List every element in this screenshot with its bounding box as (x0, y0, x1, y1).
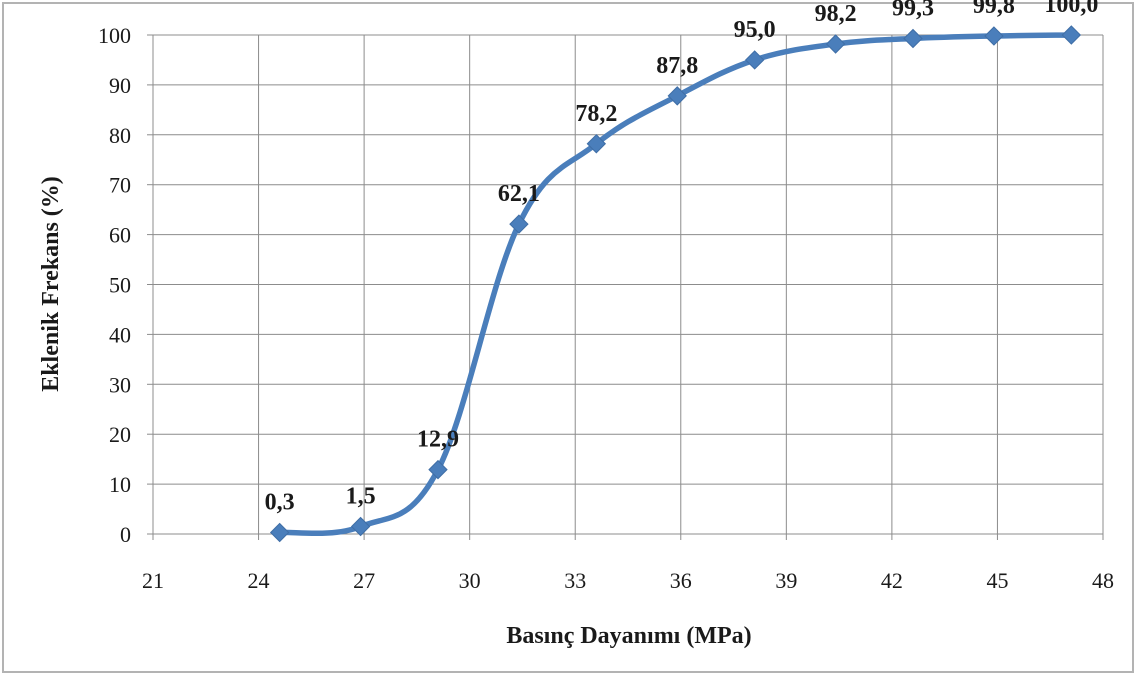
data-label: 78,2 (575, 101, 617, 127)
data-label: 12,9 (417, 427, 459, 453)
data-label: 62,1 (498, 181, 540, 207)
data-label: 100,0 (1044, 0, 1098, 18)
x-tick-label: 21 (142, 568, 164, 593)
x-tick-label: 24 (248, 568, 270, 593)
gridlines (153, 35, 1103, 534)
x-tick-label: 42 (881, 568, 903, 593)
x-tick-labels: 21 24 27 30 33 36 39 42 45 48 (142, 568, 1114, 593)
data-points (271, 26, 1081, 542)
data-point (271, 524, 289, 542)
y-tick-label: 70 (109, 173, 131, 198)
data-label: 1,5 (346, 484, 376, 510)
data-point (352, 518, 370, 536)
y-tick-label: 60 (109, 223, 131, 248)
x-tick-label: 33 (564, 568, 586, 593)
y-tick-labels: 0 10 20 30 40 50 60 70 80 90 100 (98, 23, 131, 547)
axes (147, 35, 1103, 540)
data-label: 98,2 (815, 1, 857, 27)
y-tick-label: 30 (109, 372, 131, 397)
data-labels: 0,3 1,5 12,9 62,1 78,2 87,8 95,0 98,2 99,3 99,8 10… (265, 0, 1099, 516)
x-tick-label: 30 (459, 568, 481, 593)
x-axis-title: Basınç Dayanımı (MPa) (506, 623, 751, 649)
data-point (1062, 26, 1080, 44)
y-tick-label: 10 (109, 472, 131, 497)
data-point (510, 215, 528, 233)
x-tick-label: 48 (1092, 568, 1114, 593)
y-tick-label: 100 (98, 23, 131, 48)
y-tick-label: 0 (120, 522, 131, 547)
data-point (985, 27, 1003, 45)
y-tick-label: 20 (109, 422, 131, 447)
x-tick-label: 39 (775, 568, 797, 593)
data-point (904, 29, 922, 47)
data-label: 87,8 (656, 53, 698, 79)
data-label: 0,3 (265, 490, 295, 516)
x-tick-label: 36 (670, 568, 692, 593)
y-tick-label: 90 (109, 73, 131, 98)
y-axis-title: Eklenik Frekans (%) (38, 176, 64, 392)
x-tick-label: 27 (353, 568, 375, 593)
data-label: 99,8 (973, 0, 1015, 19)
data-point (827, 35, 845, 53)
x-tick-label: 45 (986, 568, 1008, 593)
y-tick-label: 40 (109, 322, 131, 347)
data-label: 95,0 (734, 17, 776, 43)
data-label: 99,3 (892, 0, 934, 21)
y-tick-label: 80 (109, 123, 131, 148)
y-tick-label: 50 (109, 273, 131, 298)
data-point (746, 51, 764, 69)
